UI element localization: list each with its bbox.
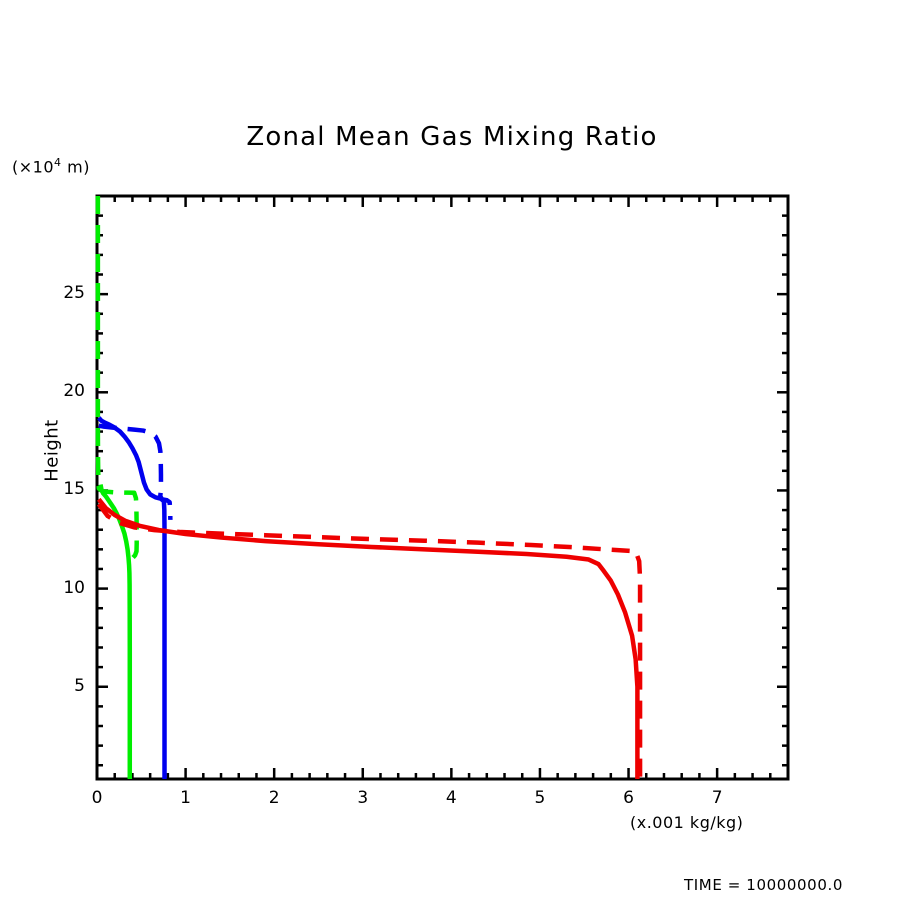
time-annotation: TIME = 10000000.0 xyxy=(684,876,843,894)
y-unit-suffix: m) xyxy=(61,157,90,177)
series-green-dashed xyxy=(95,196,139,562)
page-title: Zonal Mean Gas Mixing Ratio xyxy=(246,122,658,152)
series-blue-dashed xyxy=(98,423,173,520)
x-tick-label: 3 xyxy=(357,788,369,808)
x-tick-label: 5 xyxy=(534,788,546,808)
y-unit-prefix: (×10 xyxy=(12,157,55,177)
axes-group xyxy=(95,194,790,781)
data-series-group xyxy=(95,196,643,779)
plot-frame xyxy=(95,194,790,781)
x-tick-label: 6 xyxy=(623,788,634,808)
series-green-solid xyxy=(98,484,133,779)
y-tick-label: 15 xyxy=(63,479,85,500)
x-tick-label: 2 xyxy=(268,788,280,808)
x-tick-label: 4 xyxy=(445,788,457,808)
y-unit-exponent: 4 xyxy=(54,156,62,169)
y-tick-label: 25 xyxy=(63,283,85,304)
x-tick-label: 7 xyxy=(711,788,723,808)
y-axis-unit-label: (×104 m) xyxy=(12,156,90,176)
x-tick-label: 1 xyxy=(180,788,191,808)
series-red-solid xyxy=(97,497,640,779)
y-tick-label: 10 xyxy=(63,577,85,598)
y-tick-label: 20 xyxy=(63,381,85,402)
x-axis-unit-label: (x.001 kg/kg) xyxy=(630,813,744,832)
y-tick-label: 5 xyxy=(74,675,85,696)
x-tick-label: 0 xyxy=(91,788,103,808)
series-red-dashed xyxy=(96,502,643,779)
